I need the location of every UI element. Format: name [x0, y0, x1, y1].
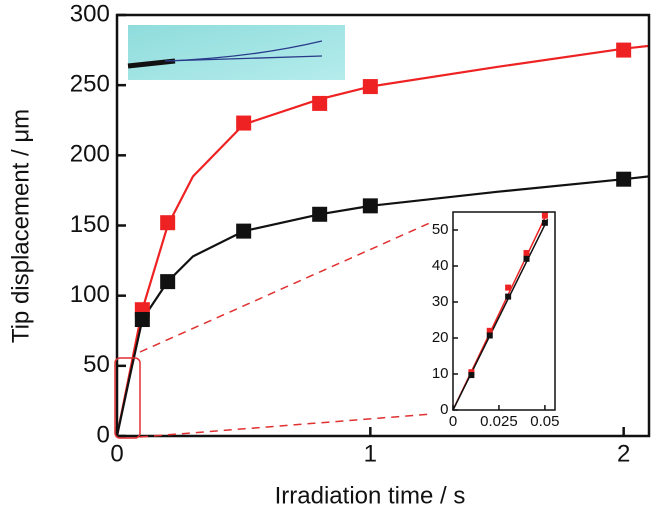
data-point: [523, 250, 530, 257]
data-point: [134, 312, 150, 328]
x-tick-label: 2: [617, 441, 630, 468]
data-point: [616, 171, 632, 187]
data-point: [541, 219, 548, 226]
data-point: [541, 212, 548, 219]
x-tick-label: 1: [364, 441, 377, 468]
x-tick-label: 0: [449, 413, 457, 430]
zoom-indicator: [114, 221, 433, 439]
data-point: [505, 284, 512, 291]
data-point: [312, 206, 328, 222]
y-tick-label: 0: [96, 421, 109, 448]
x-tick-label: 0.025: [480, 413, 518, 430]
data-point: [468, 372, 475, 379]
data-point: [616, 42, 632, 58]
y-tick-label: 10: [432, 365, 449, 382]
y-tick-label: 100: [70, 281, 110, 308]
y-tick-label: 150: [70, 211, 110, 238]
y-tick-label: 300: [70, 0, 110, 27]
y-tick-label: 20: [432, 329, 449, 346]
fit-line: [452, 218, 549, 411]
data-point: [236, 223, 252, 239]
y-tick-label: 0: [440, 401, 448, 418]
y-tick-label: 50: [432, 221, 449, 238]
y-tick-label: 30: [432, 293, 449, 310]
y-axis-label: Tip displacement / μm: [7, 109, 34, 343]
x-tick-label: 0: [110, 441, 123, 468]
y-tick-label: 250: [70, 71, 110, 98]
data-point: [486, 327, 493, 334]
y-tick-label: 200: [70, 141, 110, 168]
x-axis-label: Irradiation time / s: [275, 482, 466, 509]
data-point: [362, 198, 378, 214]
x-tick-label: 0.05: [530, 413, 559, 430]
y-tick-label: 40: [432, 257, 449, 274]
data-point: [160, 215, 176, 231]
data-point: [312, 95, 328, 111]
data-point: [236, 115, 252, 131]
data-point: [523, 255, 530, 262]
axes-frame: [452, 211, 556, 411]
data-point: [505, 293, 512, 300]
data-point: [160, 274, 176, 290]
photo-inset: [127, 25, 345, 80]
data-point: [362, 79, 378, 95]
y-tick-label: 50: [83, 351, 110, 378]
data-point: [486, 332, 493, 339]
